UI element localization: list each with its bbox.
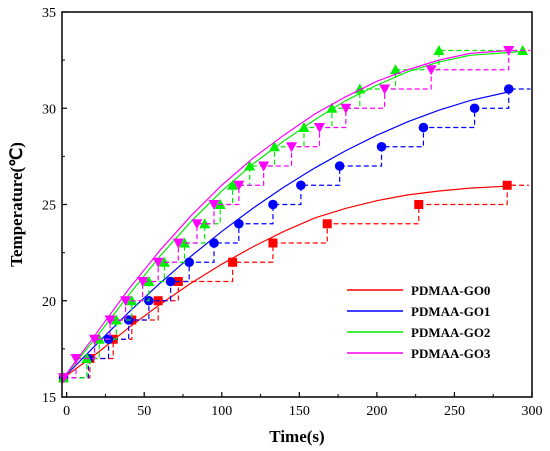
data-point: [414, 200, 424, 209]
data-point: [286, 142, 298, 153]
data-point: [179, 237, 191, 248]
x-tick-label: 250: [444, 404, 465, 419]
data-point: [340, 103, 352, 114]
data-point: [152, 257, 164, 268]
data-point: [268, 199, 278, 210]
data-point: [120, 296, 132, 307]
data-point: [322, 219, 332, 229]
data-point: [209, 238, 219, 248]
fit-line: [63, 185, 508, 379]
data-point: [502, 180, 512, 190]
data-point: [469, 103, 480, 114]
data-point: [228, 257, 238, 267]
data-point: [334, 161, 345, 171]
y-axis-title: Temperature(℃): [7, 142, 26, 267]
x-tick-label: 300: [522, 404, 543, 419]
data-point: [234, 218, 244, 229]
series-pdmaa-go3: [58, 46, 531, 384]
data-point: [418, 122, 429, 133]
step-line: [63, 49, 531, 379]
x-axis-title: Time(s): [269, 427, 324, 446]
legend-label: PDMAA-GO2: [411, 325, 490, 340]
y-tick-label: 20: [42, 295, 56, 310]
data-point: [376, 141, 387, 152]
fit-line: [63, 49, 509, 379]
x-tick-label: 50: [137, 404, 151, 419]
data-point: [191, 219, 203, 230]
data-point: [326, 102, 338, 113]
data-point: [58, 373, 70, 384]
series-layer: [58, 45, 531, 384]
data-point: [227, 179, 239, 190]
data-point: [389, 64, 401, 75]
data-point: [208, 200, 220, 210]
data-point: [269, 141, 281, 152]
data-point: [184, 257, 194, 268]
data-point: [89, 334, 101, 345]
legend-label: PDMAA-GO0: [411, 283, 490, 298]
data-point: [233, 180, 245, 191]
data-point: [70, 354, 82, 364]
data-point: [258, 161, 270, 172]
x-tick-label: 0: [63, 404, 70, 419]
data-point: [244, 160, 256, 171]
y-tick-label: 30: [42, 102, 56, 117]
data-point: [143, 276, 155, 286]
step-line: [63, 88, 531, 379]
data-point: [503, 46, 515, 56]
data-point: [104, 315, 116, 326]
data-point: [165, 276, 176, 287]
x-tick-label: 200: [366, 404, 387, 419]
data-point: [199, 218, 211, 229]
legend-label: PDMAA-GO3: [411, 346, 491, 361]
x-tick-label: 150: [289, 404, 310, 419]
data-point: [172, 238, 184, 249]
data-point: [110, 314, 122, 325]
ticks-layer: 0 50 100 150 200 250 300 15 20 25 30 35: [42, 6, 543, 419]
y-tick-label: 35: [42, 6, 56, 21]
y-tick-label: 25: [42, 199, 56, 214]
data-point: [313, 123, 325, 133]
legend-label: PDMAA-GO1: [411, 304, 490, 319]
data-point: [298, 122, 310, 132]
data-point: [503, 84, 514, 94]
y-tick-label: 15: [42, 391, 56, 406]
data-point: [137, 277, 149, 287]
x-tick-label: 100: [211, 404, 232, 419]
fit-line: [63, 91, 509, 379]
data-point: [296, 180, 306, 191]
data-point: [433, 45, 445, 55]
legend: PDMAA-GO0 PDMAA-GO1 PDMAA-GO2 PDMAA-GO3: [347, 283, 491, 361]
data-point: [379, 84, 391, 95]
data-point: [425, 65, 437, 76]
data-point: [268, 238, 278, 248]
